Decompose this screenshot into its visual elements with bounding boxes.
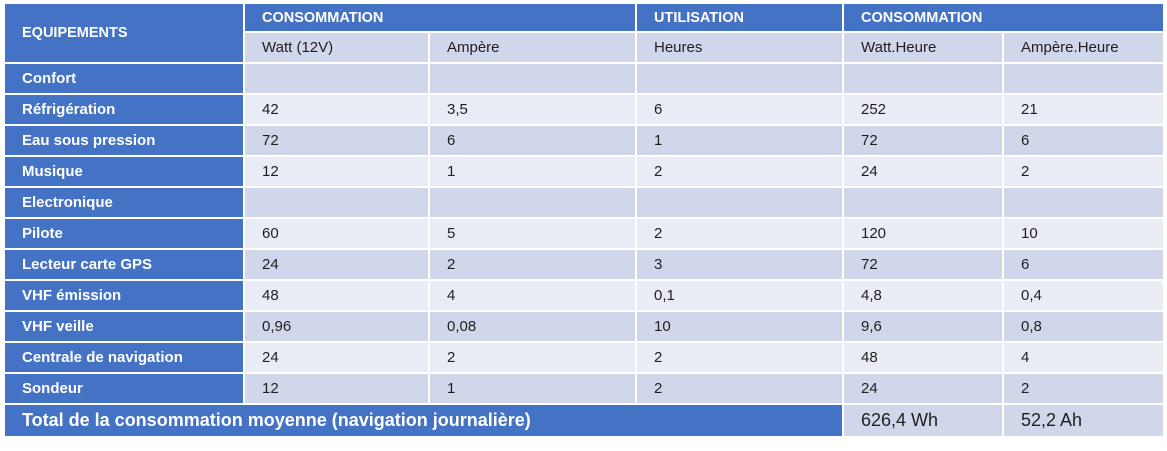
ampere-cell: 4 [428, 279, 637, 312]
watt-cell: 0,96 [243, 310, 430, 343]
watt-cell: 48 [243, 279, 430, 312]
ampere-heure-cell: 2 [1002, 155, 1165, 188]
table-row: Lecteur carte GPS 24 2 3 72 6 [3, 248, 1165, 281]
ampere-cell: 1 [428, 372, 637, 405]
equipment-label: Eau sous pression [3, 124, 245, 157]
equipment-label: VHF émission [3, 279, 245, 312]
heures-cell: 0,1 [635, 279, 844, 312]
watt-column-header: Watt (12V) [243, 31, 430, 64]
table-row: Eau sous pression 72 6 1 72 6 [3, 124, 1165, 157]
watt-cell: 12 [243, 155, 430, 188]
equipements-header: EQUIPEMENTS [3, 2, 245, 64]
ampere-cell: 2 [428, 341, 637, 374]
watt-cell: 24 [243, 341, 430, 374]
watt-heure-cell: 48 [842, 341, 1004, 374]
heures-column-header: Heures [635, 31, 844, 64]
watt-heure-cell: 4,8 [842, 279, 1004, 312]
total-watt-heure: 626,4 Wh [842, 403, 1004, 438]
watt-heure-cell: 120 [842, 217, 1004, 250]
ampere-heure-cell: 6 [1002, 248, 1165, 281]
heures-cell: 2 [635, 217, 844, 250]
watt-cell: 42 [243, 93, 430, 126]
table-row: Confort [3, 62, 1165, 95]
table-row: Sondeur 12 1 2 24 2 [3, 372, 1165, 405]
heures-cell [635, 62, 844, 95]
ampere-heure-cell [1002, 62, 1165, 95]
table-row: Centrale de navigation 24 2 2 48 4 [3, 341, 1165, 374]
ampere-cell: 6 [428, 124, 637, 157]
consumption-table: EQUIPEMENTS CONSOMMATION UTILISATION CON… [3, 2, 1165, 438]
ampere-cell: 0,08 [428, 310, 637, 343]
watt-cell: 60 [243, 217, 430, 250]
table-row: Musique 12 1 2 24 2 [3, 155, 1165, 188]
heures-cell: 2 [635, 341, 844, 374]
equipment-label: Centrale de navigation [3, 341, 245, 374]
equipment-label: Réfrigération [3, 93, 245, 126]
watt-heure-cell: 9,6 [842, 310, 1004, 343]
watt-heure-column-header: Watt.Heure [842, 31, 1004, 64]
ampere-heure-cell: 21 [1002, 93, 1165, 126]
table-row: VHF veille 0,96 0,08 10 9,6 0,8 [3, 310, 1165, 343]
ampere-cell [428, 186, 637, 219]
ampere-heure-cell: 2 [1002, 372, 1165, 405]
watt-cell: 12 [243, 372, 430, 405]
equipment-label: Lecteur carte GPS [3, 248, 245, 281]
heures-cell: 2 [635, 155, 844, 188]
ampere-cell: 2 [428, 248, 637, 281]
watt-heure-cell: 252 [842, 93, 1004, 126]
table-row: Pilote 60 5 2 120 10 [3, 217, 1165, 250]
ampere-heure-cell: 6 [1002, 124, 1165, 157]
ampere-heure-cell: 10 [1002, 217, 1165, 250]
heures-cell: 1 [635, 124, 844, 157]
table-row: Electronique [3, 186, 1165, 219]
ampere-heure-cell [1002, 186, 1165, 219]
total-row: Total de la consommation moyenne (naviga… [3, 403, 1165, 438]
heures-cell [635, 186, 844, 219]
watt-cell [243, 62, 430, 95]
watt-heure-cell: 24 [842, 155, 1004, 188]
table-row: Réfrigération 42 3,5 6 252 21 [3, 93, 1165, 126]
ampere-heure-cell: 4 [1002, 341, 1165, 374]
consommation-header: CONSOMMATION [243, 2, 637, 33]
ampere-heure-cell: 0,4 [1002, 279, 1165, 312]
watt-heure-cell: 24 [842, 372, 1004, 405]
heures-cell: 2 [635, 372, 844, 405]
ampere-cell: 5 [428, 217, 637, 250]
ampere-heure-column-header: Ampère.Heure [1002, 31, 1165, 64]
equipment-label: VHF veille [3, 310, 245, 343]
heures-cell: 3 [635, 248, 844, 281]
total-label: Total de la consommation moyenne (naviga… [3, 403, 844, 438]
equipment-label: Sondeur [3, 372, 245, 405]
ampere-cell [428, 62, 637, 95]
equipment-label: Pilote [3, 217, 245, 250]
ampere-column-header: Ampère [428, 31, 637, 64]
consommation-total-header: CONSOMMATION [842, 2, 1165, 33]
watt-heure-cell [842, 186, 1004, 219]
watt-heure-cell: 72 [842, 124, 1004, 157]
utilisation-header: UTILISATION [635, 2, 844, 33]
table-row: VHF émission 48 4 0,1 4,8 0,4 [3, 279, 1165, 312]
equipment-label: Confort [3, 62, 245, 95]
heures-cell: 10 [635, 310, 844, 343]
watt-cell: 24 [243, 248, 430, 281]
watt-heure-cell [842, 62, 1004, 95]
total-ampere-heure: 52,2 Ah [1002, 403, 1165, 438]
watt-cell: 72 [243, 124, 430, 157]
ampere-cell: 1 [428, 155, 637, 188]
watt-cell [243, 186, 430, 219]
ampere-heure-cell: 0,8 [1002, 310, 1165, 343]
ampere-cell: 3,5 [428, 93, 637, 126]
watt-heure-cell: 72 [842, 248, 1004, 281]
equipment-label: Electronique [3, 186, 245, 219]
heures-cell: 6 [635, 93, 844, 126]
equipment-label: Musique [3, 155, 245, 188]
